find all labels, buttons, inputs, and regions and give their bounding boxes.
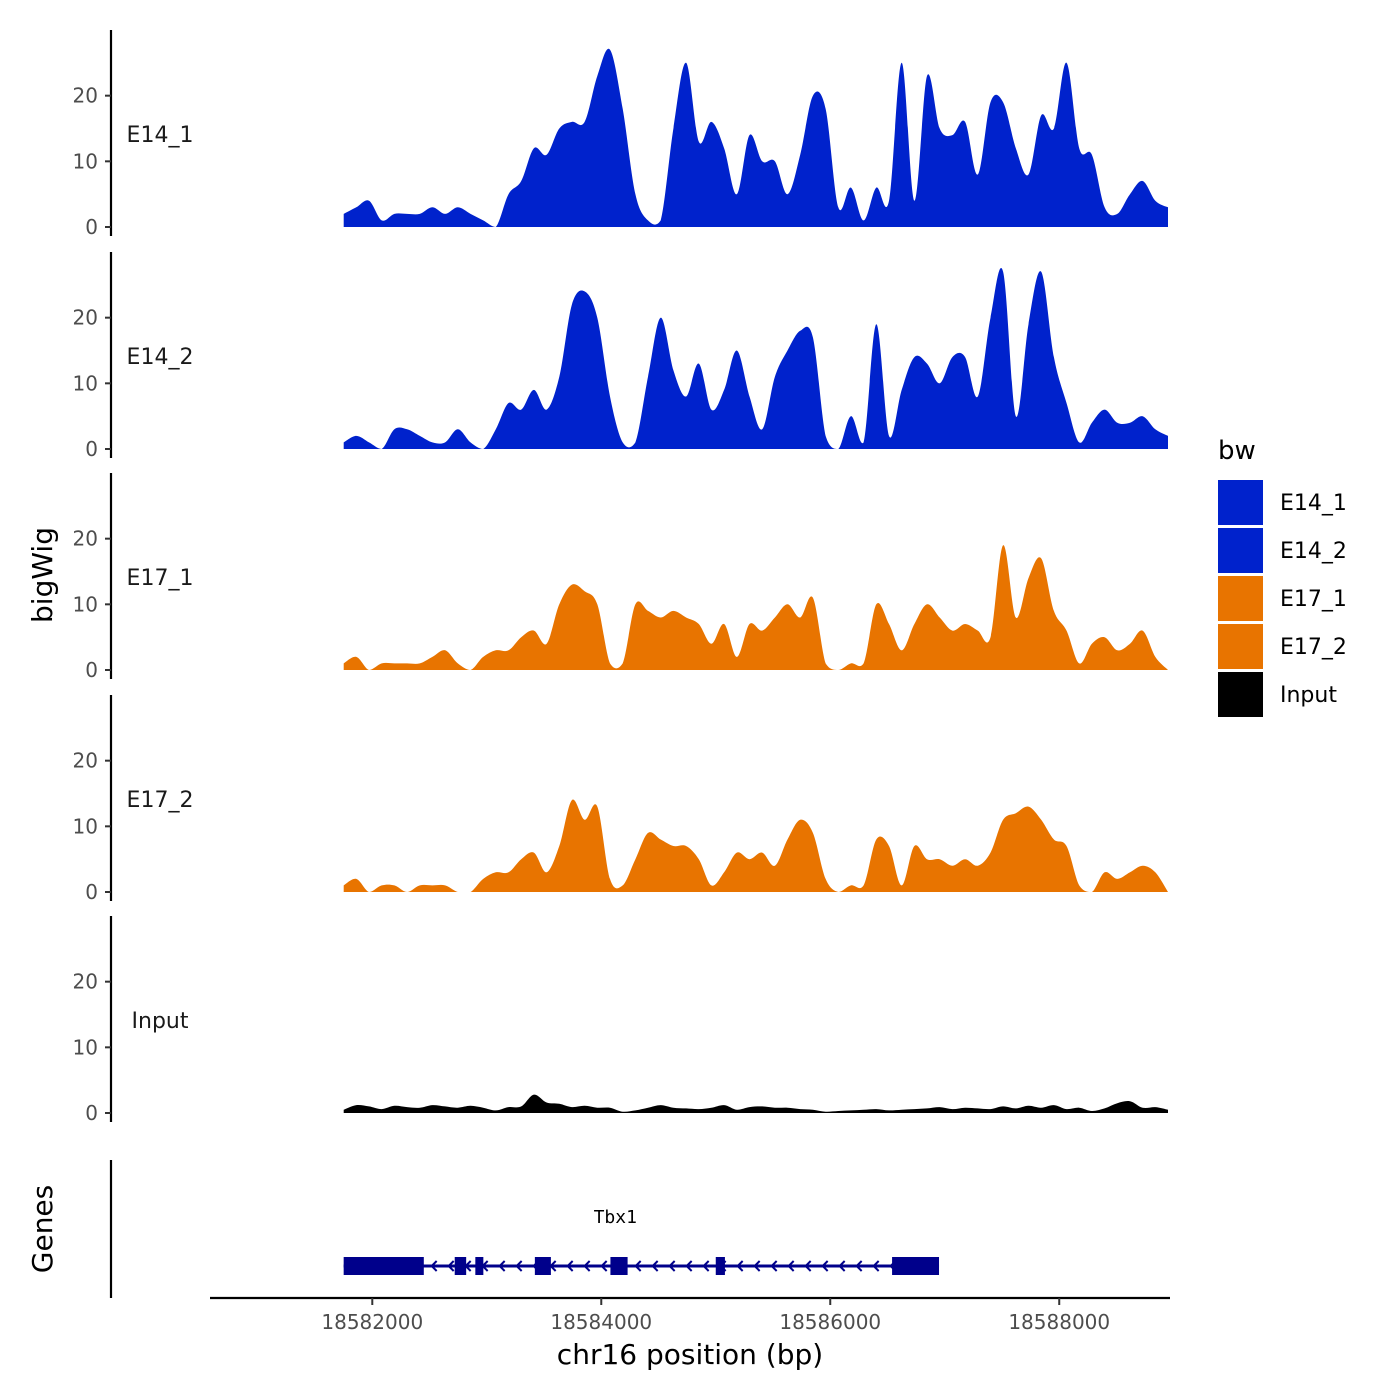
x-axis-title: chr16 position (bp) bbox=[557, 1338, 823, 1371]
x-tick-label: 18586000 bbox=[779, 1310, 881, 1334]
strand-arrow bbox=[736, 1260, 744, 1272]
y-tick-label: 20 bbox=[73, 527, 98, 551]
track-label-e17-2: E17_2 bbox=[127, 788, 194, 813]
legend-label-input: Input bbox=[1280, 683, 1337, 708]
strand-arrow bbox=[702, 1260, 710, 1272]
strand-arrow bbox=[634, 1260, 642, 1272]
y-tick-label: 10 bbox=[73, 592, 98, 616]
y-tick-label: 0 bbox=[85, 1101, 98, 1125]
strand-arrow bbox=[685, 1260, 693, 1272]
strand-arrow bbox=[498, 1260, 506, 1272]
gene-exon bbox=[610, 1257, 628, 1275]
legend-key-e17-2 bbox=[1218, 624, 1263, 669]
y-tick-label: 0 bbox=[85, 658, 98, 682]
x-tick-label: 18582000 bbox=[321, 1310, 423, 1334]
gene-exon bbox=[892, 1257, 940, 1275]
y-tick-label: 20 bbox=[73, 306, 98, 330]
genes-axis-title: Genes bbox=[26, 1185, 59, 1273]
strand-arrow bbox=[566, 1260, 574, 1272]
gene-exon bbox=[475, 1257, 484, 1275]
track-e17-1: 0 10 20 E17_1 bbox=[73, 473, 1168, 682]
legend-label-e14-2: E14_2 bbox=[1280, 539, 1347, 564]
area-series-input bbox=[343, 1094, 1168, 1113]
legend-label-e17-1: E17_1 bbox=[1280, 587, 1347, 612]
legend-label-e14-1: E14_1 bbox=[1280, 491, 1347, 516]
track-label-e14-1: E14_1 bbox=[127, 123, 194, 148]
x-tick-label: 18584000 bbox=[550, 1310, 652, 1334]
x-axis: 18582000 18584000 18586000 18588000 bbox=[210, 1296, 1170, 1334]
track-e17-2: 0 10 20 E17_2 bbox=[73, 695, 1168, 904]
y-tick-label: 10 bbox=[73, 149, 98, 173]
strand-arrow bbox=[447, 1260, 455, 1272]
track-label-e14-2: E14_2 bbox=[127, 345, 194, 370]
y-axis-title: bigWig bbox=[26, 527, 59, 623]
strand-arrow bbox=[872, 1260, 880, 1272]
track-input: 0 10 20 Input bbox=[73, 916, 1168, 1125]
strand-arrow bbox=[804, 1260, 812, 1272]
strand-arrow bbox=[838, 1260, 846, 1272]
gene-exon bbox=[454, 1257, 467, 1275]
strand-arrow bbox=[583, 1260, 591, 1272]
y-tick-label: 20 bbox=[73, 84, 98, 108]
gene-exon bbox=[343, 1257, 424, 1275]
strand-arrow bbox=[430, 1260, 438, 1272]
strand-arrow bbox=[770, 1260, 778, 1272]
y-tick-label: 10 bbox=[73, 1035, 98, 1059]
strand-arrow bbox=[787, 1260, 795, 1272]
strand-arrow bbox=[668, 1260, 676, 1272]
x-tick-label: 18588000 bbox=[1008, 1310, 1110, 1334]
area-series-e14-2 bbox=[343, 267, 1168, 449]
gene-track: Tbx1 bbox=[109, 1160, 940, 1298]
gene-exon bbox=[715, 1257, 725, 1275]
y-tick-label: 0 bbox=[85, 437, 98, 461]
track-e14-2: 0 10 20 E14_2 bbox=[73, 252, 1168, 461]
legend-key-e14-1 bbox=[1218, 480, 1263, 525]
strand-arrow bbox=[515, 1260, 523, 1272]
area-series-e17-2 bbox=[343, 799, 1168, 892]
area-series-e17-1 bbox=[343, 545, 1168, 670]
gene-exon bbox=[534, 1257, 551, 1275]
y-tick-label: 20 bbox=[73, 970, 98, 994]
y-tick-label: 10 bbox=[73, 814, 98, 838]
track-label-input: Input bbox=[132, 1009, 189, 1034]
gene-label: Tbx1 bbox=[594, 1207, 637, 1228]
y-tick-label: 20 bbox=[73, 749, 98, 773]
legend: bw E14_1 E14_2 E17_1 E17_2 Input bbox=[1218, 436, 1347, 717]
area-series-e14-1 bbox=[343, 48, 1168, 227]
legend-label-e17-2: E17_2 bbox=[1280, 635, 1347, 660]
legend-key-e17-1 bbox=[1218, 576, 1263, 621]
track-label-e17-1: E17_1 bbox=[127, 566, 194, 591]
strand-arrow bbox=[753, 1260, 761, 1272]
strand-arrow bbox=[600, 1260, 608, 1272]
legend-key-e14-2 bbox=[1218, 528, 1263, 573]
y-tick-label: 0 bbox=[85, 215, 98, 239]
strand-arrow bbox=[651, 1260, 659, 1272]
legend-title: bw bbox=[1218, 436, 1256, 466]
track-e14-1: 0 10 20 E14_1 bbox=[73, 30, 1168, 239]
strand-arrow bbox=[855, 1260, 863, 1272]
track-panels: 0 10 20 E14_1 0 10 20 E14_2 0 10 20 E17_1 0 10 20 E17_2… bbox=[73, 30, 1168, 1125]
strand-arrow bbox=[821, 1260, 829, 1272]
y-tick-label: 10 bbox=[73, 371, 98, 395]
y-tick-label: 0 bbox=[85, 880, 98, 904]
legend-key-input bbox=[1218, 672, 1263, 717]
